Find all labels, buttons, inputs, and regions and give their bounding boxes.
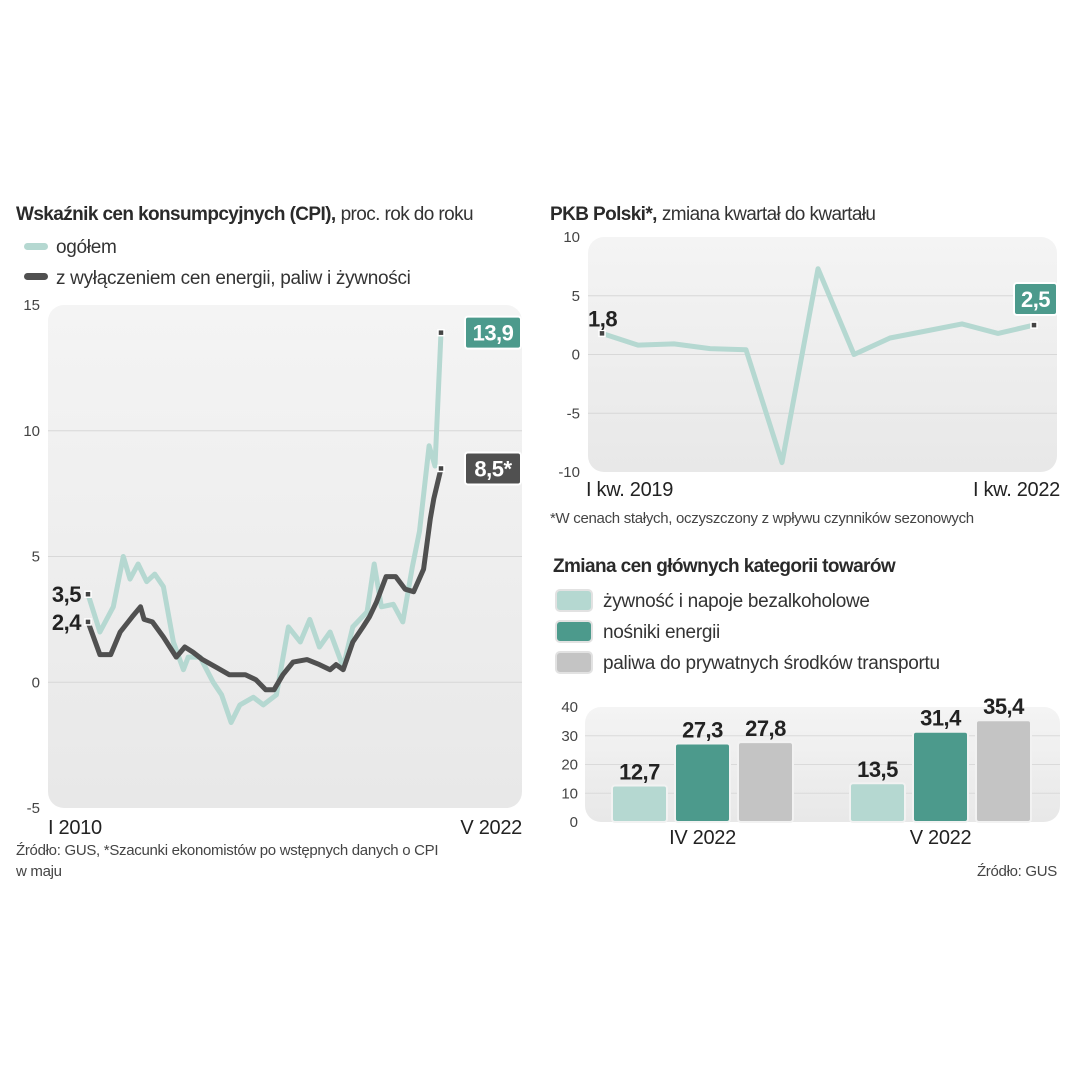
end-marker <box>437 328 445 337</box>
legend-label-core: z wyłączeniem cen energii, paliw i żywno… <box>56 268 411 289</box>
bar-value-label: 13,5 <box>857 757 898 782</box>
gdp-x-start: I kw. 2019 <box>586 479 673 501</box>
legend-label-ogolem: ogółem <box>56 237 117 258</box>
end-value-box <box>464 315 522 350</box>
y-tick-label: 10 <box>23 423 40 440</box>
gdp-subtitle: zmiana kwartał do kwartału <box>662 204 876 225</box>
legend-swatch <box>555 651 593 674</box>
bar <box>849 782 906 823</box>
end-value-label: 8,5* <box>474 456 512 481</box>
bar <box>611 784 668 823</box>
y-tick-label: 0 <box>572 347 580 364</box>
bar-value-label: 12,7 <box>619 759 660 784</box>
gdp-title: PKB Polski*, <box>550 204 657 225</box>
bar-source: Źródło: GUS <box>977 863 1057 880</box>
bar-value-label: 35,4 <box>983 694 1025 719</box>
cpi-subtitle: proc. rok do roku <box>341 204 473 225</box>
legend-swatch <box>555 589 593 612</box>
cpi-source-line2: w maju <box>15 863 62 880</box>
legend-swatch <box>555 620 593 643</box>
cpi-title: Wskaźnik cen konsumpcyjnych (CPI), <box>16 204 336 225</box>
svg-text:Wskaźnik cen konsumpcyjnych (C: Wskaźnik cen konsumpcyjnych (CPI), proc. … <box>16 204 473 225</box>
cpi-x-start: I 2010 <box>48 817 102 839</box>
category-label: IV 2022 <box>669 827 736 849</box>
legend-label: paliwa do prywatnych środków transportu <box>603 653 940 674</box>
end-marker <box>1030 321 1038 329</box>
cpi-chart: Wskaźnik cen konsumpcyjnych (CPI), proc. … <box>15 204 522 880</box>
series-line-ogolem <box>85 332 444 725</box>
y-tick-label: 40 <box>561 699 578 716</box>
y-tick-label: 30 <box>561 728 578 745</box>
legend-label: nośniki energii <box>603 622 720 643</box>
gdp-footnote: *W cenach stałych, oczyszczony z wpływu … <box>550 510 974 527</box>
y-tick-label: 20 <box>561 757 578 774</box>
y-tick-label: 0 <box>32 674 40 691</box>
bar-value-label: 27,3 <box>682 718 723 743</box>
end-value-box <box>464 451 522 486</box>
bar-value-label: 27,8 <box>745 716 786 741</box>
start-marker <box>598 329 606 338</box>
start-value-label: 3,5 <box>52 582 81 607</box>
bar <box>737 741 794 824</box>
bar <box>975 719 1032 823</box>
bar <box>912 730 969 823</box>
y-tick-label: 5 <box>32 549 40 566</box>
start-value-label: 1,8 <box>588 306 617 331</box>
end-marker <box>437 464 445 473</box>
y-tick-label: -5 <box>27 800 40 817</box>
category-label: V 2022 <box>910 827 972 849</box>
legend-swatch-core <box>24 273 48 280</box>
legend-swatch-ogolem <box>24 243 48 250</box>
y-tick-label: 0 <box>570 814 578 831</box>
bar-title: Zmiana cen głównych kategorii towarów <box>553 556 896 577</box>
y-tick-label: 15 <box>23 297 40 314</box>
end-value-label: 2,5 <box>1021 287 1050 312</box>
price-categories-chart: Zmiana cen głównych kategorii towarów ży… <box>553 556 1060 880</box>
y-tick-label: 10 <box>561 785 578 802</box>
legend-label: żywność i napoje bezalkoholowe <box>603 591 870 612</box>
bar-value-label: 31,4 <box>920 706 962 731</box>
start-value-label: 2,4 <box>52 610 82 635</box>
gdp-series-line <box>601 266 1035 466</box>
start-marker <box>84 590 92 598</box>
gdp-chart: PKB Polski*, zmiana kwartał do kwartału 1… <box>550 204 1060 527</box>
y-tick-label: -5 <box>567 405 580 422</box>
bar <box>674 742 731 824</box>
y-tick-label: -10 <box>558 464 580 481</box>
y-tick-label: 10 <box>563 229 580 246</box>
y-tick-label: 5 <box>572 288 580 305</box>
series-line-core <box>85 467 444 693</box>
end-value-label: 13,9 <box>473 321 514 346</box>
gdp-x-end: I kw. 2022 <box>973 479 1060 501</box>
svg-text:PKB Polski*,zmiana kwartał do: PKB Polski*, zmiana kwartał do kwartału <box>550 204 875 225</box>
cpi-x-end: V 2022 <box>460 817 522 839</box>
end-value-box <box>1013 282 1058 316</box>
start-marker <box>84 618 92 626</box>
cpi-source: Źródło: GUS, *Szacunki ekonomistów po ws… <box>16 842 438 859</box>
